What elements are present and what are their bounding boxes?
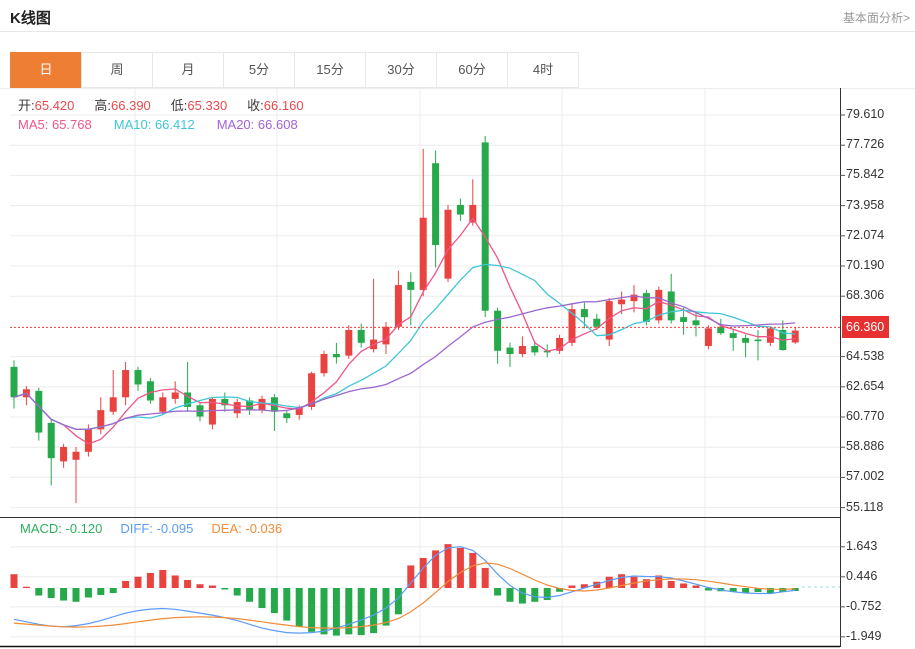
price-tick-label: 55.118 xyxy=(846,499,884,514)
price-tick-label: 70.190 xyxy=(846,258,885,272)
price-tick-label: 72.074 xyxy=(846,227,885,242)
tab-30min[interactable]: 30分 xyxy=(365,52,437,88)
price-tick-label: 75.842 xyxy=(846,167,885,182)
tab-day[interactable]: 日 xyxy=(10,52,82,88)
axes xyxy=(0,88,845,648)
price-tick-label: 79.610 xyxy=(846,107,885,121)
ma5-line xyxy=(13,217,796,445)
dea-line xyxy=(13,562,796,629)
ma20-line xyxy=(13,295,796,430)
tab-week[interactable]: 周 xyxy=(81,52,153,88)
price-tick-label: 58.886 xyxy=(846,439,885,454)
diff-line xyxy=(13,546,796,634)
price-tick-label: 57.002 xyxy=(846,469,885,484)
tab-15min[interactable]: 15分 xyxy=(294,52,366,88)
header-divider xyxy=(0,31,915,32)
tab-5min[interactable]: 5分 xyxy=(223,52,295,88)
tab-60min[interactable]: 60分 xyxy=(436,52,508,88)
macd-tick-label: -1.949 xyxy=(846,628,882,643)
price-tick-label: 62.654 xyxy=(846,378,885,393)
interval-tabs: 日 周 月 5分 15分 30分 60分 4时 xyxy=(10,52,579,88)
macd-tick-label: 0.446 xyxy=(846,568,878,583)
page-title: K线图 xyxy=(10,10,51,27)
price-tick-label: 64.538 xyxy=(846,348,885,363)
price-tick-label: 77.726 xyxy=(846,137,885,152)
price-tick-label: 60.770 xyxy=(846,409,885,423)
macd-tick-label: 1.643 xyxy=(846,538,878,553)
candlesticks xyxy=(10,135,799,504)
price-tick-label: 68.306 xyxy=(846,288,885,303)
ma10-line xyxy=(13,263,796,430)
current-price-badge: 66.360 xyxy=(842,316,889,339)
tab-month[interactable]: 月 xyxy=(152,52,224,88)
fundamental-analysis-link[interactable]: 基本面分析> xyxy=(842,11,910,25)
macd-histogram xyxy=(10,544,799,636)
macd-tick-label: -0.752 xyxy=(846,598,882,613)
price-tick-label: 73.958 xyxy=(846,197,885,212)
gridlines xyxy=(0,88,915,646)
tab-4hour[interactable]: 4时 xyxy=(507,52,579,88)
